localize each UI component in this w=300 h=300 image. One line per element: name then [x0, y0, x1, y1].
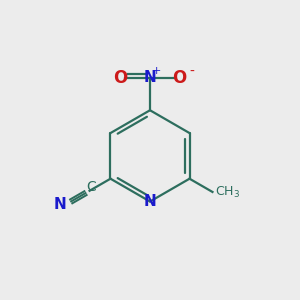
Text: N: N: [144, 70, 156, 86]
Text: N: N: [144, 194, 156, 209]
Text: O: O: [172, 69, 187, 87]
Text: C: C: [86, 180, 96, 194]
Text: O: O: [113, 69, 128, 87]
Text: +: +: [152, 66, 161, 76]
Text: -: -: [189, 64, 194, 78]
Text: N: N: [54, 196, 67, 211]
Text: CH$_3$: CH$_3$: [215, 184, 240, 200]
